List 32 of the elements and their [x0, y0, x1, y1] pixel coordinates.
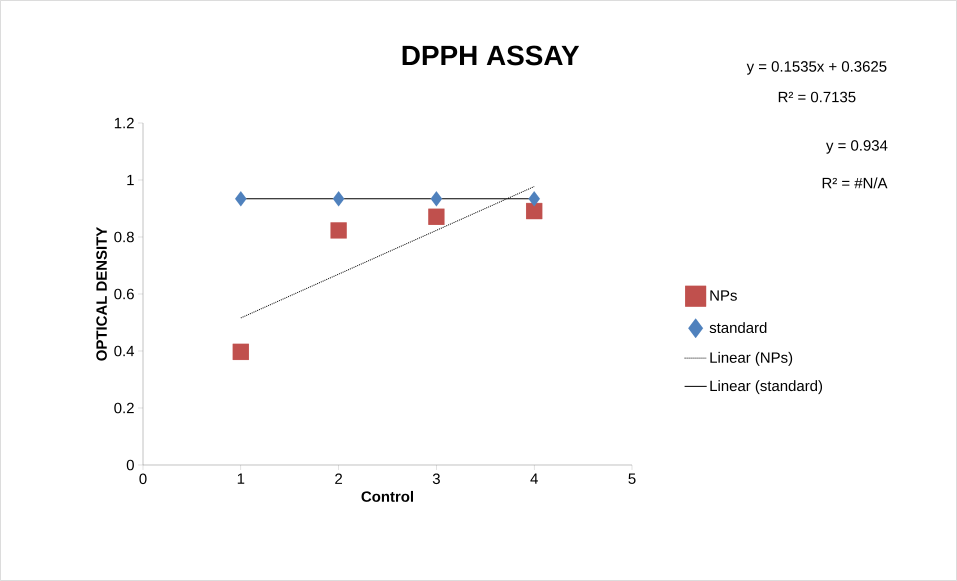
- y-tick-label: 0.8: [114, 232, 134, 242]
- legend-label: standard: [710, 322, 766, 334]
- x-axis-title: Control: [362, 490, 414, 502]
- text: y = 0.1535x + 0.3625: [746, 61, 886, 75]
- x-tick-label: 5: [628, 474, 636, 484]
- point: [526, 202, 542, 220]
- point: [428, 208, 445, 225]
- point: [332, 191, 344, 206]
- point: [232, 344, 249, 360]
- x-tick-label: 1: [238, 474, 244, 484]
- y-tick-label: 0.4: [114, 346, 134, 356]
- y-tick-label: 1.2: [114, 118, 134, 128]
- legend-label: Linear (NPs): [710, 352, 792, 366]
- y-tick-label: 1: [127, 174, 134, 186]
- text: y = 0.934: [826, 140, 888, 154]
- x-tick-label: 4: [530, 474, 538, 484]
- y-tick-label: 0: [126, 460, 134, 470]
- x-tick-label: 3: [432, 473, 440, 484]
- text: R² = 0.7135: [778, 92, 856, 102]
- legend-label: NPs: [710, 290, 737, 301]
- y-tick-label: 0.2: [114, 402, 134, 414]
- y-axis-title: OPTICAL DENSITY: [96, 227, 107, 361]
- point: [235, 191, 247, 206]
- point: [330, 222, 347, 239]
- text: R² = #N/A: [822, 177, 888, 188]
- x-tick-label: 0: [139, 473, 147, 484]
- chart-title: DPPH ASSAY: [402, 46, 580, 66]
- point: [430, 191, 442, 206]
- legend-label: Linear (standard): [710, 380, 822, 394]
- point: [528, 191, 540, 206]
- x-tick-label: 2: [335, 473, 342, 484]
- y-tick-label: 0.6: [114, 288, 134, 300]
